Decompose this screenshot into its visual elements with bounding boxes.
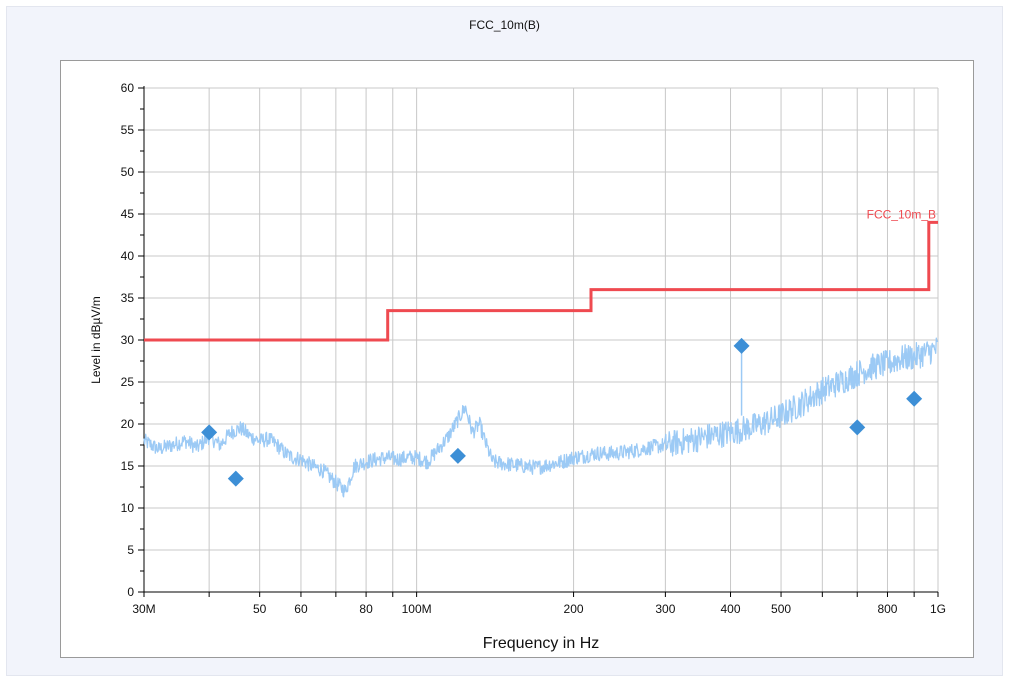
x-tick-label: 500 bbox=[771, 602, 791, 616]
y-axis-title: Level in dBµV/m bbox=[89, 296, 103, 384]
tick-labels: 0 5 10 15 20 25 30 35 40 45 50 55 60 30M 50 60 80 100M 200… bbox=[121, 81, 946, 616]
x-tick-label: 80 bbox=[359, 602, 373, 616]
x-tick-label: 400 bbox=[721, 602, 741, 616]
y-tick-label: 5 bbox=[127, 543, 134, 557]
y-tick-label: 15 bbox=[121, 459, 135, 473]
plot-panel bbox=[60, 60, 974, 658]
x-tick-label: 300 bbox=[655, 602, 675, 616]
y-tick-label: 45 bbox=[121, 207, 135, 221]
x-tick-label: 60 bbox=[294, 602, 308, 616]
y-tick-label: 10 bbox=[121, 501, 135, 515]
x-tick-label: 100M bbox=[402, 602, 432, 616]
measurement-marker bbox=[849, 419, 866, 436]
measurement-marker bbox=[449, 447, 466, 464]
y-tick-label: 60 bbox=[121, 81, 135, 95]
measurement-marker bbox=[733, 337, 750, 354]
x-tick-label: 1G bbox=[930, 602, 946, 616]
measurement-marker bbox=[906, 390, 923, 407]
y-tick-label: 30 bbox=[121, 333, 135, 347]
limit-line bbox=[144, 220, 938, 342]
markers bbox=[201, 337, 923, 487]
x-tick-label: 800 bbox=[877, 602, 897, 616]
measurement-trace bbox=[143, 337, 939, 498]
y-tick-label: 55 bbox=[121, 123, 135, 137]
limit-line-label: FCC_10m_B bbox=[867, 207, 936, 221]
y-tick-label: 35 bbox=[121, 291, 135, 305]
y-tick-label: 0 bbox=[127, 585, 134, 599]
x-axis-title: Frequency in Hz bbox=[483, 635, 600, 652]
y-tick-label: 40 bbox=[121, 249, 135, 263]
y-tick-label: 50 bbox=[121, 165, 135, 179]
x-tick-label: 50 bbox=[253, 602, 267, 616]
x-tick-label: 200 bbox=[564, 602, 584, 616]
measurement-marker bbox=[227, 470, 244, 487]
x-tick-label: 30M bbox=[132, 602, 155, 616]
measurement-marker bbox=[201, 424, 218, 441]
series: FCC_10m_B bbox=[143, 207, 939, 498]
y-tick-label: 20 bbox=[121, 417, 135, 431]
chart-title: FCC_10m(B) bbox=[469, 18, 540, 32]
y-tick-label: 25 bbox=[121, 375, 135, 389]
